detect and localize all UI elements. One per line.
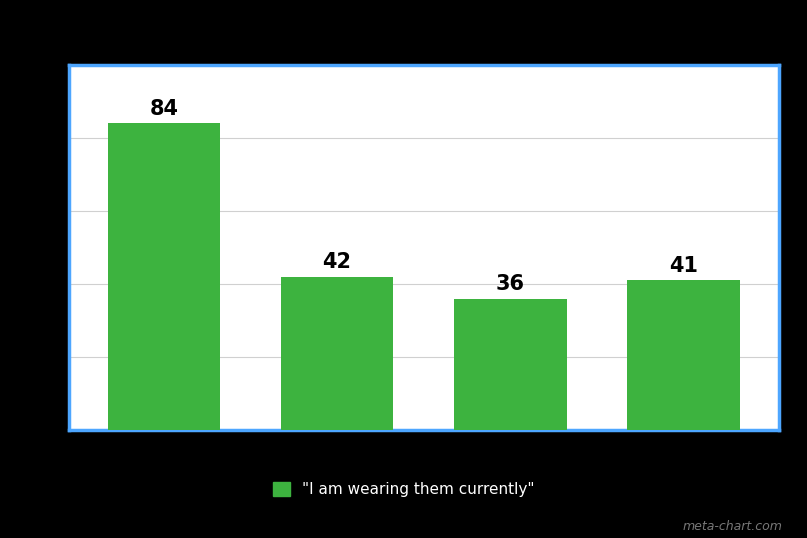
Text: 42: 42 [323,252,352,272]
Bar [627,280,740,430]
Bar [281,277,393,430]
Text: 36: 36 [495,274,525,294]
Text: 41: 41 [669,256,698,276]
Bar [454,299,567,430]
Text: 84: 84 [149,98,178,119]
Text: meta-chart.com: meta-chart.com [683,520,783,533]
Bar [107,123,220,430]
Legend: "I am wearing them currently": "I am wearing them currently" [266,476,541,504]
